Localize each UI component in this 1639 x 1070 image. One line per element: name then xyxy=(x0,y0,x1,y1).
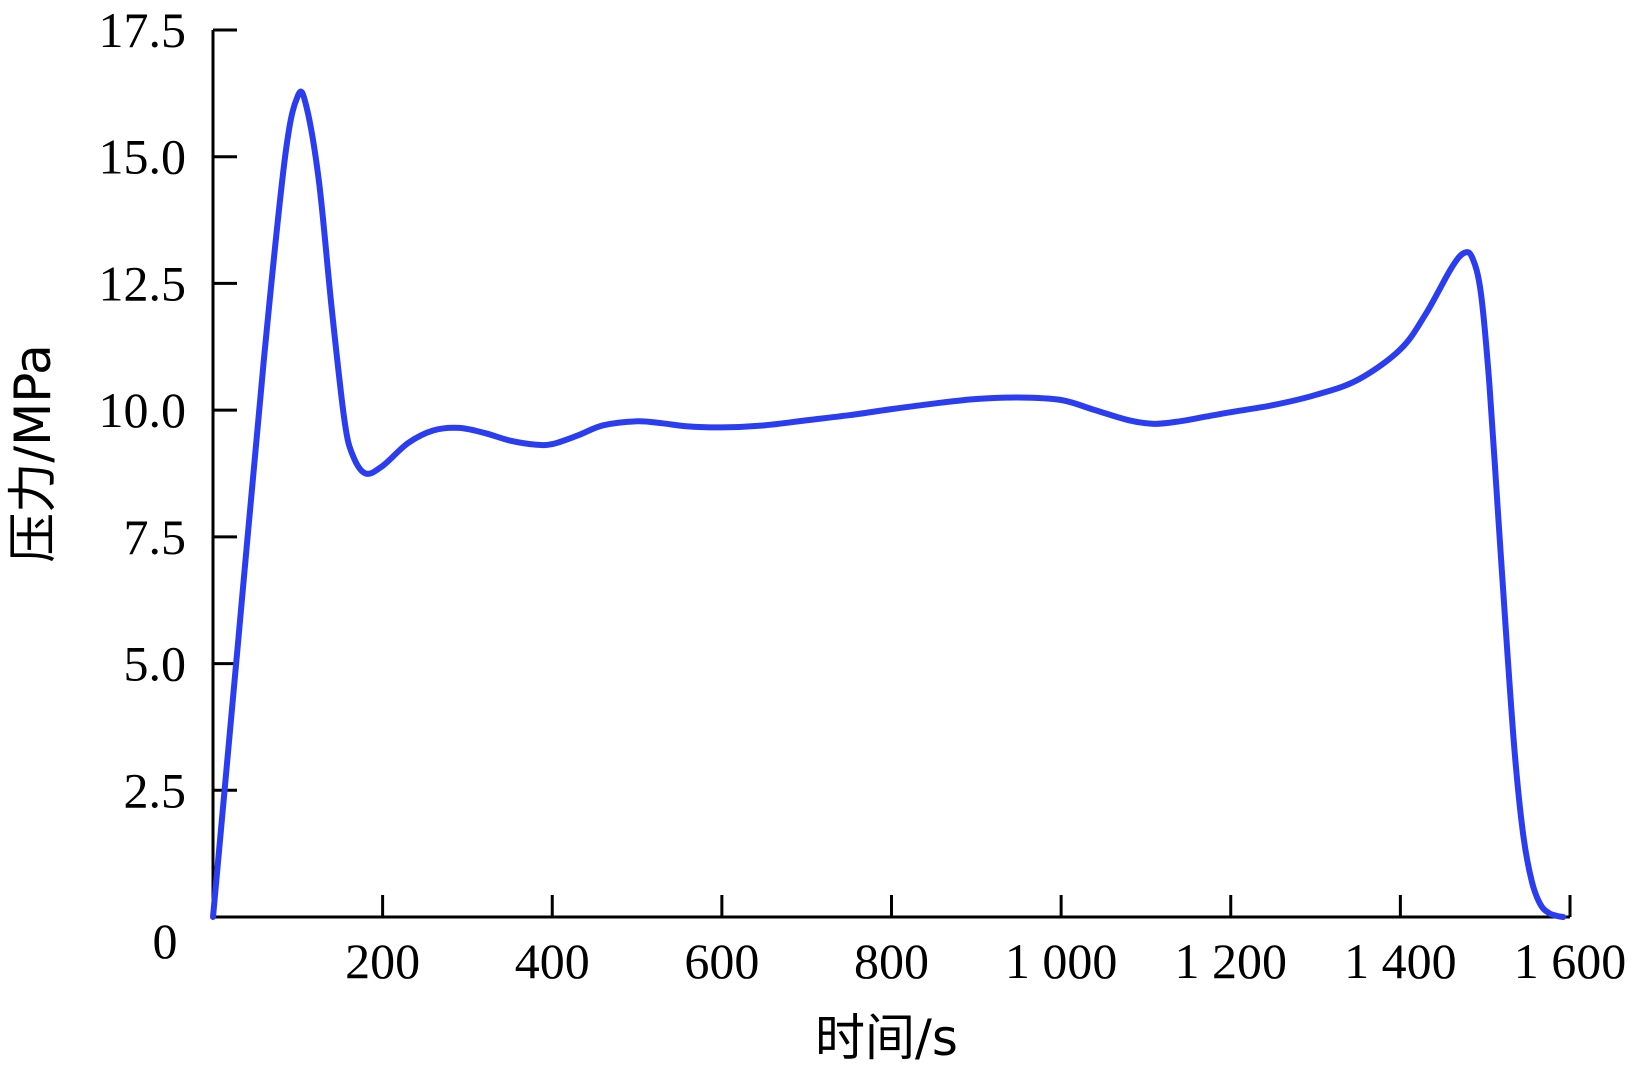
x-tick-label: 200 xyxy=(345,933,420,989)
y-axis-title: 压力/MPa xyxy=(4,344,62,563)
tick-layer: 0 200 400 600 800 1 000 1 200 1 400 1 600 2.5 5.0 7… xyxy=(99,2,1627,989)
y-tick-label: 15.0 xyxy=(99,129,187,185)
y-tick-label: 7.5 xyxy=(124,509,187,565)
x-tick-label: 600 xyxy=(684,933,759,989)
y-tick-label: 12.5 xyxy=(99,255,187,311)
x-tick-label: 1 600 xyxy=(1514,933,1627,989)
y-tick-label: 2.5 xyxy=(124,762,187,818)
x-tick-label: 800 xyxy=(854,933,929,989)
x-tick-label: 0 xyxy=(153,913,178,969)
x-tick-label: 1 200 xyxy=(1175,933,1288,989)
x-tick-label: 1 400 xyxy=(1344,933,1457,989)
x-tick-label: 400 xyxy=(515,933,590,989)
y-tick-label: 5.0 xyxy=(124,636,187,692)
x-tick-label: 1 000 xyxy=(1005,933,1118,989)
series-layer xyxy=(210,88,1567,920)
y-tick-label: 10.0 xyxy=(99,382,187,438)
x-axis-title: 时间/s xyxy=(815,1009,958,1067)
pressure-series-line xyxy=(210,88,1567,920)
y-tick-label: 17.5 xyxy=(99,2,187,58)
